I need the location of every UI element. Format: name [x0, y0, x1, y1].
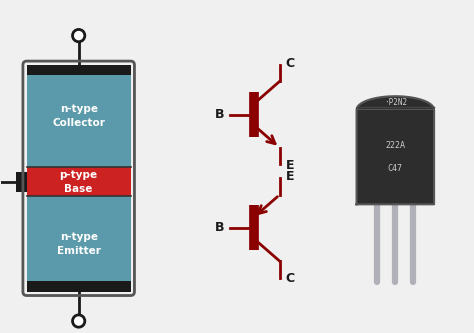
Text: C: C: [285, 57, 294, 70]
Text: C: C: [285, 272, 294, 285]
Text: n-type
Collector: n-type Collector: [52, 104, 105, 128]
Text: p-type
Base: p-type Base: [60, 170, 98, 194]
Polygon shape: [356, 96, 434, 110]
Circle shape: [73, 315, 85, 327]
Bar: [27, 281, 131, 292]
Text: E: E: [286, 159, 294, 172]
Text: 222A: 222A: [385, 141, 405, 150]
Bar: [27, 167, 131, 196]
Text: B: B: [215, 221, 224, 234]
Text: ·P2N2: ·P2N2: [384, 98, 407, 107]
Circle shape: [73, 29, 85, 42]
Bar: [27, 196, 131, 292]
Text: E: E: [286, 170, 294, 183]
Text: C47: C47: [388, 164, 403, 173]
Bar: [27, 65, 131, 75]
Bar: [16, 172, 27, 192]
Text: B: B: [215, 108, 224, 121]
Bar: [27, 65, 131, 167]
Text: n-type
Emitter: n-type Emitter: [57, 232, 100, 256]
Bar: [356, 110, 434, 204]
